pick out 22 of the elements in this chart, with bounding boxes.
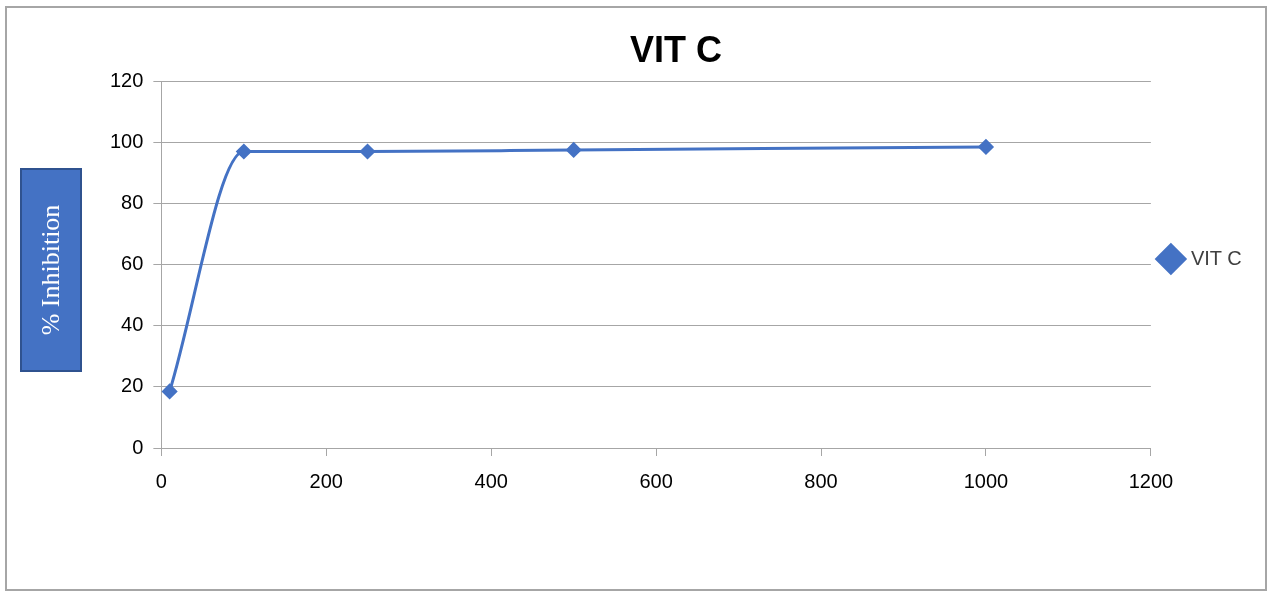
point — [360, 144, 376, 159]
x-tick-label: 800 — [804, 469, 838, 492]
x-tick-label: 200 — [309, 469, 343, 492]
point — [566, 142, 582, 158]
chart-title: VIT C — [629, 28, 723, 70]
x-tick-label: 1200 — [1128, 469, 1174, 492]
y-tick-label: 40 — [121, 313, 144, 336]
point — [978, 139, 994, 155]
point — [162, 383, 178, 399]
y-tick-label: 120 — [109, 68, 144, 91]
y-tick-label: 80 — [121, 190, 144, 213]
x-tick-label: 1000 — [963, 469, 1009, 492]
y-tick-label: 20 — [121, 374, 144, 397]
x-tick-label: 400 — [474, 469, 508, 492]
x-tick-label: 600 — [639, 469, 673, 492]
y-tick-label: 0 — [132, 435, 144, 458]
x-tick-label: 0 — [155, 469, 167, 492]
y-tick-label: 60 — [121, 252, 144, 275]
point — [236, 144, 252, 159]
legend-label: VIT C — [1190, 246, 1242, 269]
y-tick-label: 100 — [109, 129, 144, 152]
y-axis-title: % Inhibition — [36, 204, 66, 336]
